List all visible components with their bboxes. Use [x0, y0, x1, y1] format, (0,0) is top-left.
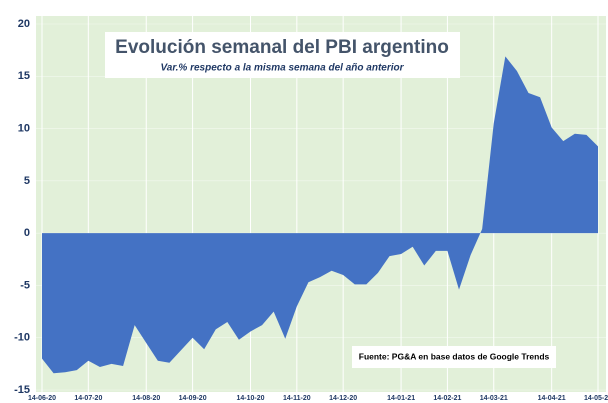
x-tick-label: 14-03-21	[480, 395, 508, 402]
y-tick-label: 20	[18, 18, 30, 30]
x-tick-label: 14-04-21	[538, 395, 566, 402]
x-tick-label: 14-07-20	[74, 395, 102, 402]
y-tick-label: 5	[24, 175, 30, 187]
x-tick-label: 14-09-20	[179, 395, 207, 402]
chart-title: Evolución semanal del PBI argentino	[115, 37, 449, 58]
x-tick-label: 14-08-20	[132, 395, 160, 402]
y-tick-label: -10	[14, 332, 30, 344]
x-tick-label: 14-10-20	[236, 395, 264, 402]
title-box	[105, 32, 460, 78]
x-tick-label: 14-02-21	[433, 395, 461, 402]
marks	[42, 56, 598, 374]
y-tick-label: -15	[14, 384, 30, 396]
x-tick-label: 14-01-21	[387, 395, 415, 402]
source-note: Fuente: PG&A en base datos de Google Tre…	[359, 351, 550, 361]
y-tick-label: 10	[18, 122, 30, 134]
source-box	[352, 346, 556, 368]
area	[42, 56, 598, 374]
x-tick-label: 14-05-21	[584, 395, 608, 402]
y-tick-label: 0	[24, 227, 30, 239]
x-tick-label: 14-12-20	[329, 395, 357, 402]
y-tick-label: 15	[18, 70, 30, 82]
y-tick-label: -5	[20, 279, 30, 291]
x-tick-label: 14-06-20	[28, 395, 56, 402]
chart-subtitle: Var.% respecto a la misma semana del año…	[160, 63, 404, 74]
x-tick-label: 14-11-20	[283, 395, 311, 402]
